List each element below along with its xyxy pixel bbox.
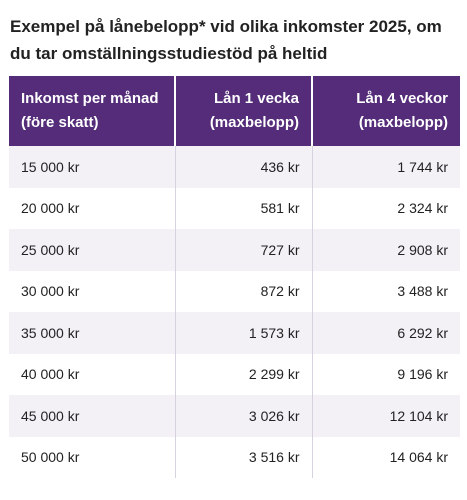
loan-1-week-cell: 1 573 kr <box>175 312 313 354</box>
table-row: 15 000 kr 436 kr 1 744 kr <box>9 146 460 188</box>
loan-4-weeks-cell: 9 196 kr <box>312 353 460 395</box>
income-cell: 20 000 kr <box>9 187 176 229</box>
header-income-line-2: (före skatt) <box>21 114 99 131</box>
loan-amount-table: Inkomst per månad (före skatt) Lån 1 vec… <box>9 76 460 478</box>
table-header-row: Inkomst per månad (före skatt) Lån 1 vec… <box>9 76 460 146</box>
loan-1-week-cell: 3 516 kr <box>175 436 313 478</box>
loan-4-weeks-cell: 6 292 kr <box>312 312 460 354</box>
table-row: 20 000 kr 581 kr 2 324 kr <box>9 187 460 229</box>
income-cell: 15 000 kr <box>9 146 176 188</box>
header-loan-4-weeks-line-2: (maxbelopp) <box>358 114 448 131</box>
income-cell: 35 000 kr <box>9 312 176 354</box>
loan-1-week-cell: 872 kr <box>175 270 313 312</box>
table-caption: Exempel på lånebelopp* vid olika inkomst… <box>10 13 460 67</box>
income-cell: 25 000 kr <box>9 229 176 271</box>
table-row: 35 000 kr 1 573 kr 6 292 kr <box>9 312 460 354</box>
table-row: 45 000 kr 3 026 kr 12 104 kr <box>9 395 460 437</box>
header-income: Inkomst per månad (före skatt) <box>9 76 176 146</box>
income-cell: 45 000 kr <box>9 395 176 437</box>
caption-line-1: Exempel på lånebelopp* vid olika inkomst… <box>10 17 442 36</box>
header-loan-1-week-line-1: Lån 1 vecka <box>213 90 299 107</box>
loan-4-weeks-cell: 2 908 kr <box>312 229 460 271</box>
income-cell: 30 000 kr <box>9 270 176 312</box>
table-row: 25 000 kr 727 kr 2 908 kr <box>9 229 460 271</box>
loan-1-week-cell: 436 kr <box>175 146 313 188</box>
table-row: 30 000 kr 872 kr 3 488 kr <box>9 270 460 312</box>
loan-1-week-cell: 2 299 kr <box>175 353 313 395</box>
loan-4-weeks-cell: 2 324 kr <box>312 187 460 229</box>
income-cell: 40 000 kr <box>9 353 176 395</box>
income-cell: 50 000 kr <box>9 436 176 478</box>
loan-1-week-cell: 581 kr <box>175 187 313 229</box>
loan-4-weeks-cell: 14 064 kr <box>312 436 460 478</box>
header-loan-4-weeks-line-1: Lån 4 veckor <box>356 90 448 107</box>
header-income-line-1: Inkomst per månad <box>21 90 159 107</box>
header-loan-1-week: Lån 1 vecka (maxbelopp) <box>175 76 313 146</box>
loan-4-weeks-cell: 3 488 kr <box>312 270 460 312</box>
loan-1-week-cell: 727 kr <box>175 229 313 271</box>
caption-line-2: du tar omställningsstudiestöd på heltid <box>10 44 328 63</box>
table-row: 50 000 kr 3 516 kr 14 064 kr <box>9 436 460 478</box>
header-loan-4-weeks: Lån 4 veckor (maxbelopp) <box>312 76 460 146</box>
table-row: 40 000 kr 2 299 kr 9 196 kr <box>9 353 460 395</box>
loan-4-weeks-cell: 12 104 kr <box>312 395 460 437</box>
header-loan-1-week-line-2: (maxbelopp) <box>209 114 299 131</box>
loan-4-weeks-cell: 1 744 kr <box>312 146 460 188</box>
loan-1-week-cell: 3 026 kr <box>175 395 313 437</box>
